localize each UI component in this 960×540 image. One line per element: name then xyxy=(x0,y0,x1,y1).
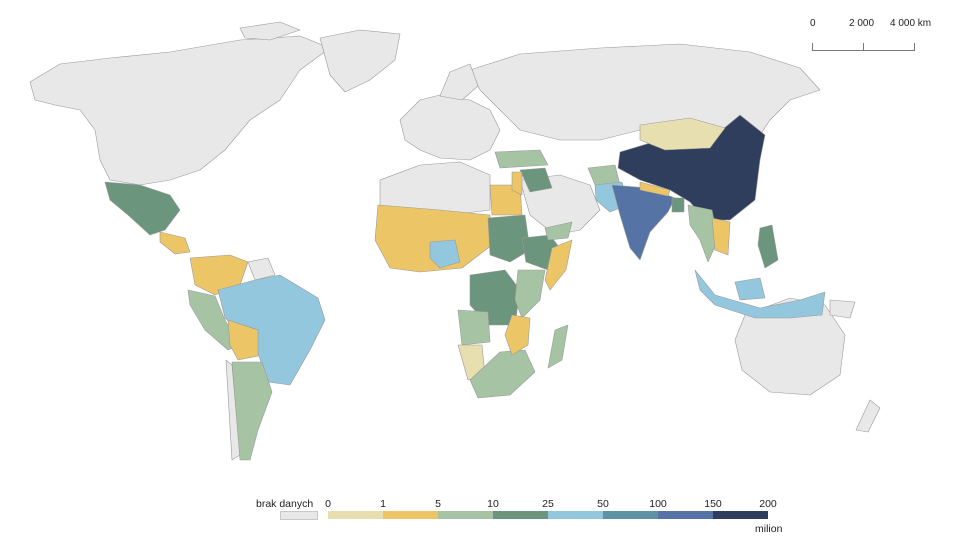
legend-break-label: 150 xyxy=(704,498,722,510)
legend-break-label: 1 xyxy=(380,498,386,510)
legend-swatch xyxy=(603,511,658,519)
region-mongolia xyxy=(639,117,726,151)
land-arctic-islands xyxy=(239,21,301,41)
legend-swatch xyxy=(438,511,493,519)
region-bolivia xyxy=(227,319,259,361)
scale-tick xyxy=(812,43,813,51)
region-philippines xyxy=(757,224,779,269)
scale-label-2000: 2 000 xyxy=(849,18,875,29)
legend-swatch xyxy=(493,511,548,519)
region-mexico xyxy=(104,181,181,236)
region-india xyxy=(611,184,676,261)
land-guianas xyxy=(247,257,276,281)
scale-label-4000: 4 000 km xyxy=(890,18,932,29)
region-levant xyxy=(511,171,523,196)
legend-swatch xyxy=(383,511,438,519)
region-myanmar-thailand xyxy=(687,204,719,263)
legend-unit-label: milion xyxy=(755,523,783,535)
no-data-land xyxy=(29,21,881,461)
scale-tick xyxy=(914,43,915,51)
region-sudan xyxy=(487,214,531,263)
region-mozambique xyxy=(504,314,531,356)
legend-swatch xyxy=(658,511,713,519)
scale-label-0: 0 xyxy=(810,18,816,29)
data-countries xyxy=(104,114,826,461)
no-data-label: brak danych xyxy=(256,498,314,510)
legend-break-label: 25 xyxy=(542,498,554,510)
region-iraq-syria xyxy=(519,167,553,193)
legend-swatch xyxy=(328,511,383,519)
region-vietnam xyxy=(711,217,731,256)
region-nepal xyxy=(639,181,671,197)
region-turkey xyxy=(494,149,549,169)
region-nigeria xyxy=(429,239,461,269)
legend-break-label: 200 xyxy=(759,498,777,510)
legend-swatch xyxy=(713,511,768,519)
legend-break-label: 100 xyxy=(649,498,667,510)
legend: brak danych 0 1 5 10 25 50 100 150 200 m… xyxy=(250,496,790,536)
legend-swatch xyxy=(548,511,603,519)
region-indonesia xyxy=(694,269,826,319)
region-yemen xyxy=(544,221,573,241)
region-central-america xyxy=(159,231,191,255)
region-west-africa xyxy=(374,204,493,273)
region-southern-africa xyxy=(469,349,536,399)
region-angola xyxy=(457,309,491,346)
legend-break-label: 50 xyxy=(597,498,609,510)
legend-break-label: 0 xyxy=(325,498,331,510)
land-new-zealand xyxy=(855,399,881,433)
no-data-swatch xyxy=(280,511,318,520)
land-scandinavia xyxy=(439,63,479,101)
region-somalia xyxy=(544,239,573,291)
land-north-america xyxy=(29,35,331,186)
land-png xyxy=(829,299,856,319)
land-greenland xyxy=(319,29,401,93)
scale-tick xyxy=(863,43,864,51)
legend-break-label: 10 xyxy=(487,498,499,510)
region-madagascar xyxy=(547,324,569,369)
land-europe xyxy=(399,94,501,161)
region-east-africa xyxy=(514,269,546,319)
scale-bar: 0 2 000 4 000 km xyxy=(800,14,940,51)
region-malaysia xyxy=(734,277,766,301)
scale-line xyxy=(812,38,915,51)
legend-break-label: 5 xyxy=(435,498,441,510)
region-argentina xyxy=(231,361,273,461)
region-bangladesh xyxy=(671,197,685,213)
